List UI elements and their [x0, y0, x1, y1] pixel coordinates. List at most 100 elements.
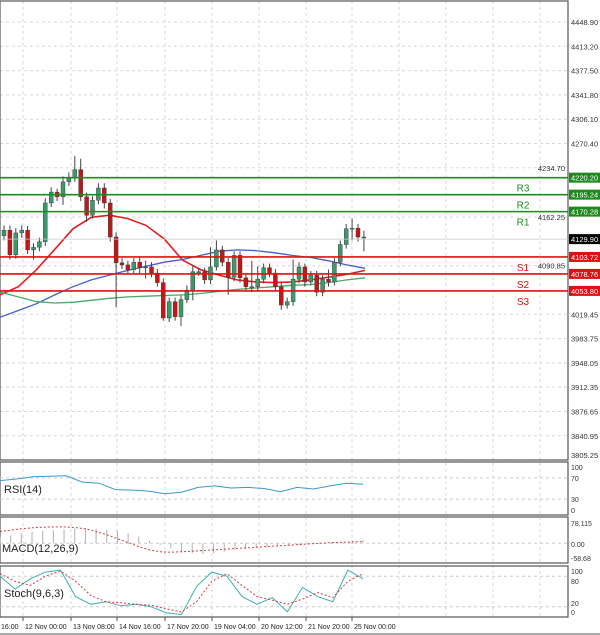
- rsi-line: [0, 475, 364, 495]
- panel-frame-macd: [0, 516, 569, 564]
- candle-up: [49, 191, 54, 204]
- candle-up: [31, 247, 36, 251]
- candle-up: [131, 261, 137, 270]
- price-tick-label: 3805.25: [571, 451, 598, 460]
- candle-up: [308, 274, 313, 283]
- level-label-r3: R3: [517, 184, 530, 195]
- time-label: 17 Nov 20:00: [167, 624, 209, 631]
- price-tick-label: 4162.25: [538, 213, 565, 222]
- stoch-tick-label: 20: [571, 601, 579, 608]
- current-price-label: 4129.90: [571, 235, 598, 244]
- candle-down: [243, 277, 249, 287]
- level-price-label: 4170.28: [571, 208, 598, 217]
- level-price-label: 4078.76: [571, 270, 598, 279]
- price-tick-label: 4090.85: [538, 262, 565, 271]
- panel-frame-rsi: [0, 461, 569, 516]
- price-tick-label: 3948.05: [571, 359, 598, 368]
- candle-up: [361, 236, 367, 239]
- level-price-tag: [569, 189, 600, 200]
- candle-up: [178, 299, 184, 317]
- price-tick-label: 4270.40: [571, 139, 598, 148]
- stoch-tick-label: 80: [571, 579, 579, 586]
- level-price-tag: [569, 172, 600, 183]
- time-label: 20 Nov 12:00: [261, 624, 303, 631]
- candle-down: [137, 261, 142, 268]
- moving-average-line: [0, 277, 366, 304]
- level-price-tag: [569, 206, 600, 217]
- candle-up: [143, 266, 148, 269]
- candle-down: [25, 229, 30, 251]
- candle-up: [338, 244, 343, 263]
- candle-down: [326, 278, 331, 283]
- level-price-tag: [569, 285, 600, 296]
- candle-down: [172, 301, 178, 317]
- price-tick-label: 4306.10: [571, 115, 598, 124]
- candle-up: [1, 229, 7, 236]
- stoch-tick-label: 0: [571, 610, 575, 617]
- candle-down: [161, 282, 166, 319]
- candle-up: [349, 227, 355, 230]
- candle-down: [107, 202, 113, 238]
- candle-down: [273, 272, 278, 287]
- time-label: 25 Nov 00:00: [354, 624, 396, 631]
- stoch-tick-label: 100: [571, 569, 583, 576]
- level-label-r1: R1: [517, 218, 530, 229]
- candle-down: [225, 261, 231, 278]
- candle-up: [37, 241, 42, 248]
- macd-label: MACD(12,26,9): [2, 543, 78, 555]
- candle-down: [237, 255, 243, 279]
- price-tick-label: 3983.75: [571, 335, 598, 344]
- level-label-s3: S3: [517, 297, 530, 308]
- candle-up: [196, 271, 201, 273]
- level-price-label: 4053.80: [571, 287, 598, 296]
- candle-down: [155, 272, 160, 283]
- candle-up: [344, 228, 349, 245]
- level-price-label: 4195.24: [571, 191, 598, 200]
- level-label-s1: S1: [517, 263, 530, 274]
- candle-up: [13, 232, 19, 255]
- candle-up: [184, 289, 190, 300]
- price-tick-label: 3840.95: [571, 432, 598, 441]
- candle-down: [355, 227, 361, 238]
- candle-up: [19, 229, 24, 234]
- candle-up: [332, 261, 337, 283]
- macd-tick-label: 0.00: [571, 542, 585, 549]
- stoch-main-line: [0, 569, 364, 616]
- rsi-tick-label: 30: [571, 497, 579, 504]
- candle-down: [267, 267, 272, 274]
- candle-up: [285, 301, 290, 306]
- rsi-tick-label: 0: [571, 508, 575, 515]
- price-tick-label: 3876.65: [571, 407, 598, 416]
- candle-up: [214, 249, 219, 268]
- candle-up: [43, 202, 48, 242]
- candle-down: [113, 236, 119, 264]
- candle-down: [7, 229, 13, 255]
- candle-down: [84, 196, 89, 216]
- candle-down: [202, 271, 207, 281]
- candle-up: [166, 301, 172, 319]
- time-label: 13 Nov 08:00: [73, 624, 115, 631]
- candle-up: [90, 200, 95, 216]
- level-price-label: 4103.72: [571, 253, 598, 262]
- candle-down: [119, 262, 125, 266]
- candle-up: [296, 266, 302, 280]
- price-tick-label: 4377.50: [571, 67, 598, 76]
- candle-up: [60, 181, 66, 198]
- rsi-tick-label: 100: [571, 465, 583, 472]
- macd-signal-line: [0, 526, 364, 553]
- time-label: 14 Nov 16:00: [119, 624, 161, 631]
- level-price-label: 4220.20: [571, 174, 598, 183]
- candle-down: [125, 264, 131, 270]
- price-tick-label: 4341.80: [571, 91, 598, 100]
- candle-down: [220, 249, 225, 263]
- candle-down: [149, 266, 154, 274]
- level-price-tag: [569, 268, 600, 279]
- candle-down: [102, 187, 107, 204]
- moving-average-line: [0, 214, 366, 296]
- price-tick-label: 4413.20: [571, 42, 598, 51]
- time-label: 12 Nov 00:00: [25, 624, 67, 631]
- candle-up: [231, 255, 237, 278]
- current-price-tag: [569, 234, 600, 245]
